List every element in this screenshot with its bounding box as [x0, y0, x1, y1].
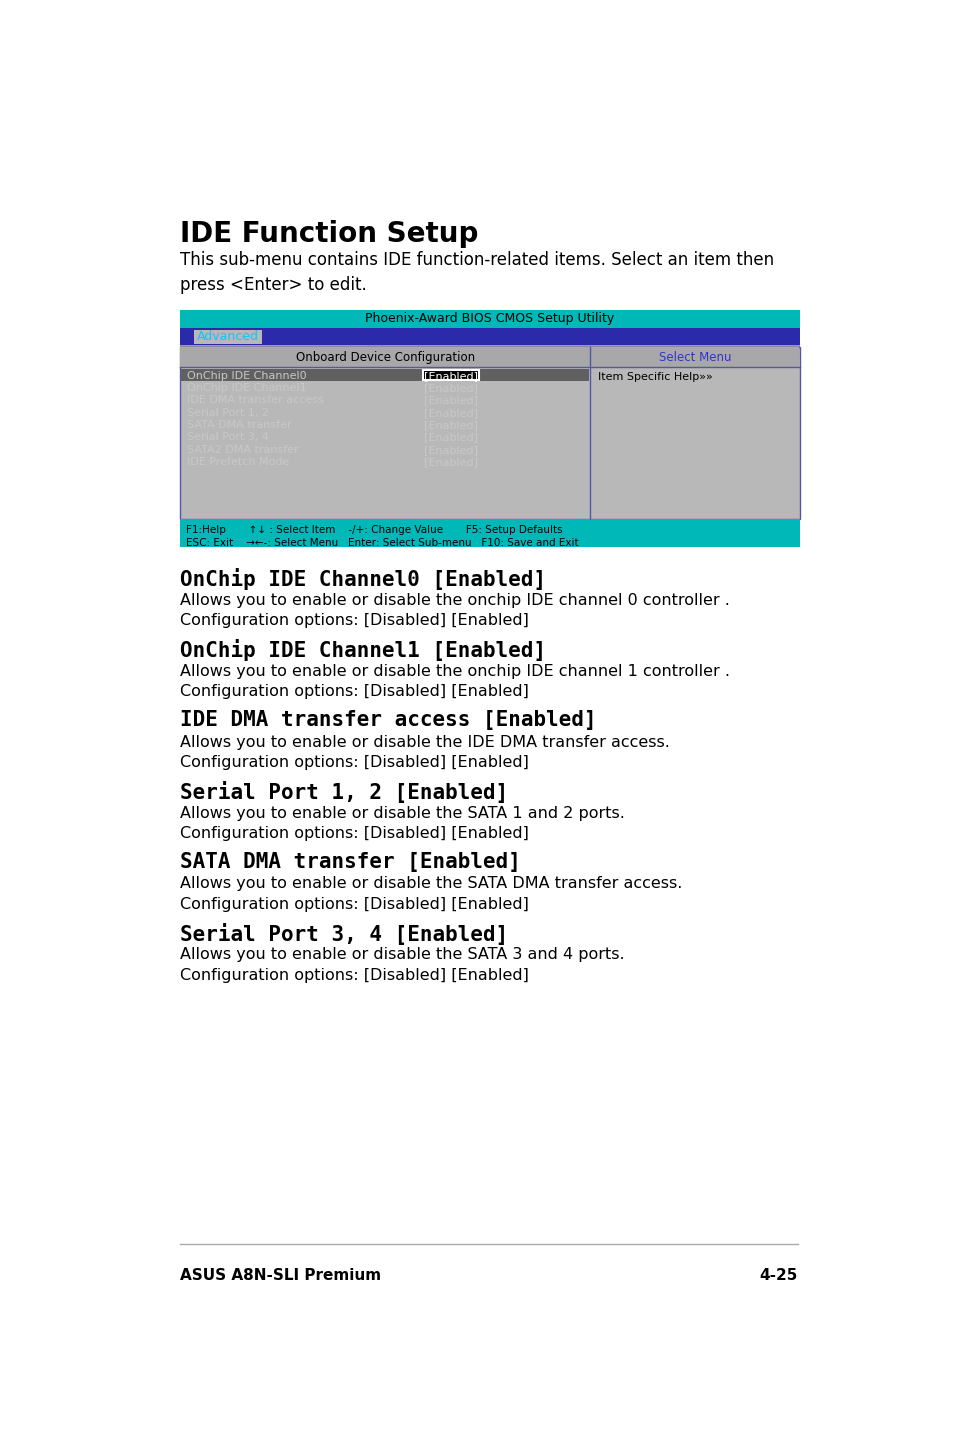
Text: [Enabled]: [Enabled]	[423, 457, 477, 467]
Text: Allows you to enable or disable the onchip IDE channel 1 controller .
Configurat: Allows you to enable or disable the onch…	[179, 664, 729, 699]
Text: [Enabled]: [Enabled]	[423, 408, 477, 418]
Text: Allows you to enable or disable the SATA 3 and 4 ports.
Configuration options: [: Allows you to enable or disable the SATA…	[179, 948, 623, 982]
Text: [Enabled]: [Enabled]	[423, 444, 477, 454]
Text: [Enabled]: [Enabled]	[423, 395, 477, 406]
Text: Select Menu: Select Menu	[659, 351, 731, 364]
Text: This sub-menu contains IDE function-related items. Select an item then
press <En: This sub-menu contains IDE function-rela…	[179, 252, 773, 295]
Bar	[591, 348, 798, 367]
Bar	[179, 345, 799, 348]
Bar	[179, 519, 799, 546]
Text: OnChip IDE Channel1: OnChip IDE Channel1	[187, 383, 307, 393]
Bar	[181, 370, 588, 381]
Text: SATA2 DMA transfer: SATA2 DMA transfer	[187, 444, 299, 454]
Text: Serial Port 1, 2 [Enabled]: Serial Port 1, 2 [Enabled]	[179, 781, 507, 802]
Text: Phoenix-Award BIOS CMOS Setup Utility: Phoenix-Award BIOS CMOS Setup Utility	[365, 312, 614, 325]
Text: F1:Help       ↑↓ : Select Item    -/+: Change Value       F5: Setup Defaults: F1:Help ↑↓ : Select Item -/+: Change Val…	[186, 525, 562, 535]
Text: Allows you to enable or disable the SATA DMA transfer access.
Configuration opti: Allows you to enable or disable the SATA…	[179, 876, 681, 912]
Bar	[422, 371, 478, 381]
Text: [Enabled]: [Enabled]	[423, 433, 477, 443]
Text: SATA DMA transfer [Enabled]: SATA DMA transfer [Enabled]	[179, 851, 520, 871]
Text: OnChip IDE Channel0 [Enabled]: OnChip IDE Channel0 [Enabled]	[179, 568, 545, 591]
Text: [Enabled]: [Enabled]	[423, 420, 477, 430]
Text: SATA DMA transfer: SATA DMA transfer	[187, 420, 292, 430]
Text: 4-25: 4-25	[759, 1267, 798, 1283]
Text: ASUS A8N-SLI Premium: ASUS A8N-SLI Premium	[179, 1267, 380, 1283]
Text: Item Specific Help»»: Item Specific Help»»	[598, 372, 712, 383]
Text: OnChip IDE Channel1 [Enabled]: OnChip IDE Channel1 [Enabled]	[179, 638, 545, 661]
Text: IDE Function Setup: IDE Function Setup	[179, 220, 477, 249]
Text: [Enabled]: [Enabled]	[423, 371, 477, 381]
Text: [Enabled]: [Enabled]	[423, 383, 477, 393]
Text: Serial Port 1, 2: Serial Port 1, 2	[187, 408, 269, 418]
Bar	[193, 329, 261, 344]
Bar	[179, 328, 799, 345]
Text: Onboard Device Configuration: Onboard Device Configuration	[295, 351, 475, 364]
Text: Allows you to enable or disable the SATA 1 and 2 ports.
Configuration options: [: Allows you to enable or disable the SATA…	[179, 805, 624, 841]
Text: IDE DMA transfer access [Enabled]: IDE DMA transfer access [Enabled]	[179, 710, 596, 731]
Bar	[180, 348, 589, 367]
Text: Advanced: Advanced	[196, 331, 258, 344]
Text: OnChip IDE Channel0: OnChip IDE Channel0	[187, 371, 307, 381]
Text: IDE DMA transfer access: IDE DMA transfer access	[187, 395, 324, 406]
Bar	[179, 309, 799, 328]
Text: Serial Port 3, 4: Serial Port 3, 4	[187, 433, 269, 443]
Bar	[179, 348, 799, 519]
Text: ESC: Exit    →←-: Select Menu   Enter: Select Sub-menu   F10: Save and Exit: ESC: Exit →←-: Select Menu Enter: Select…	[186, 538, 578, 548]
Text: IDE Prefetch Mode: IDE Prefetch Mode	[187, 457, 290, 467]
Text: Serial Port 3, 4 [Enabled]: Serial Port 3, 4 [Enabled]	[179, 923, 507, 945]
Text: Allows you to enable or disable the IDE DMA transfer access.
Configuration optio: Allows you to enable or disable the IDE …	[179, 735, 669, 771]
Text: Allows you to enable or disable the onchip IDE channel 0 controller .
Configurat: Allows you to enable or disable the onch…	[179, 592, 729, 628]
